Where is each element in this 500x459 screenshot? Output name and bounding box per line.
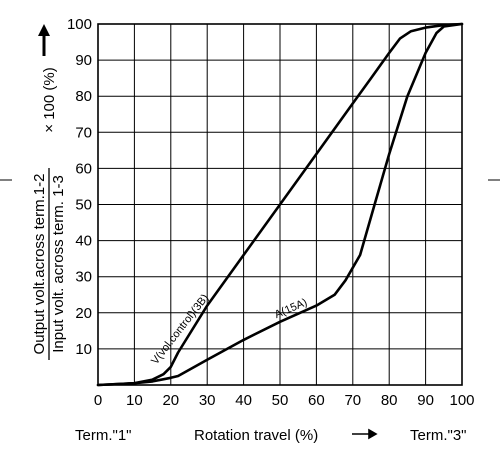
series-line-v-vol-control [96, 22, 464, 387]
x-tick-label: 0 [94, 392, 102, 409]
x-axis-label-center: Rotation travel (%) [194, 427, 318, 444]
x-tick-label: 30 [199, 392, 216, 409]
y-tick-label: 90 [75, 52, 92, 69]
x-axis-label-right: Term."3" [410, 427, 467, 444]
axis-ticks: 0 10 20 30 40 50 60 70 80 90 100 10 20 30 40 50 60 70 80 90… [67, 16, 475, 409]
x-tick-label: 40 [235, 392, 252, 409]
x-tick-label: 20 [162, 392, 179, 409]
y-tick-label: 80 [75, 88, 92, 105]
y-axis-label-numerator: Output volt.across term.1-2 [31, 174, 48, 355]
x-tick-label: 10 [126, 392, 143, 409]
plot-frame [97, 23, 463, 386]
annotation-v-vol-control: V(vol.control)(3B) [149, 292, 211, 367]
y-tick-label: 60 [75, 160, 92, 177]
y-tick-label: 100 [67, 16, 92, 33]
y-tick-label: 20 [75, 305, 92, 322]
x-axis-label-left: Term."1" [75, 427, 132, 444]
x-tick-label: 60 [308, 392, 325, 409]
y-tick-label: 30 [75, 269, 92, 286]
y-axis-label-suffix: × 100 (%) [41, 67, 58, 132]
x-axis-arrow-icon [352, 428, 378, 440]
y-axis-arrow-icon [38, 24, 50, 36]
y-tick-label: 70 [75, 124, 92, 141]
y-tick-label: 10 [75, 341, 92, 358]
y-axis-label-denominator: Input volt. across term. 1-3 [50, 175, 67, 353]
y-tick-label: 50 [75, 197, 92, 214]
x-tick-label: 100 [449, 392, 474, 409]
y-tick-label: 40 [75, 233, 92, 250]
x-tick-label: 80 [381, 392, 398, 409]
series-line-a-15a [96, 22, 464, 387]
x-tick-label: 90 [417, 392, 434, 409]
x-tick-label: 50 [272, 392, 289, 409]
grid [97, 23, 463, 386]
x-tick-label: 70 [344, 392, 361, 409]
